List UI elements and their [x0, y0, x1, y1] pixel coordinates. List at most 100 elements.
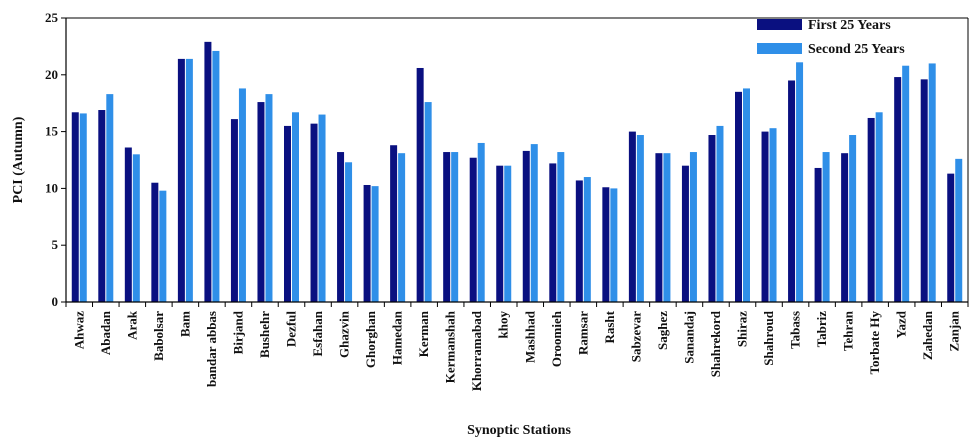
bar-first-torbate-hy	[868, 118, 875, 302]
bar-second-shiraz	[743, 88, 750, 302]
x-tick-label: Saghez	[655, 311, 670, 350]
bar-first-oroomieh	[549, 163, 556, 302]
x-tick-label: Zahedan	[920, 310, 935, 360]
x-tick-label: Torbate Hy	[867, 311, 882, 375]
bar-second-tabriz	[823, 152, 830, 302]
x-tick-label: bandar abbas	[204, 311, 219, 387]
x-tick-label: Ghazvin	[337, 310, 352, 358]
bar-first-sanandaj	[682, 166, 689, 302]
bar-second-ghazvin	[345, 162, 352, 302]
bar-second-arak	[133, 154, 140, 302]
x-tick-label: Rasht	[602, 310, 617, 343]
bar-second-tehran	[849, 135, 856, 302]
x-tick-label: Tabass	[788, 311, 803, 349]
x-tick-label: Hamedan	[390, 310, 405, 365]
bar-first-esfahan	[311, 124, 318, 302]
bar-first-bandar-abbas	[204, 42, 211, 302]
bar-first-babolsar	[151, 183, 158, 302]
bar-second-bushehr	[265, 94, 272, 302]
bar-first-tabass	[788, 80, 795, 302]
bar-second-ramsar	[584, 177, 591, 302]
bar-second-ahwaz	[80, 113, 87, 302]
legend-label-second: Second 25 Years	[808, 42, 905, 57]
bar-second-shahroud	[770, 128, 777, 302]
y-tick-label: 0	[52, 294, 59, 309]
bar-first-ghazvin	[337, 152, 344, 302]
x-tick-label: Babolsar	[151, 311, 166, 361]
bar-first-rasht	[602, 187, 609, 302]
bar-second-saghez	[663, 153, 670, 302]
y-tick-label: 5	[52, 237, 59, 252]
bar-first-khorramabad	[470, 158, 477, 302]
bar-first-tehran	[841, 153, 848, 302]
x-tick-label: Zanjan	[947, 310, 962, 351]
x-tick-label: Arak	[124, 310, 139, 340]
bar-first-tabriz	[815, 168, 822, 302]
x-tick-label: Bushehr	[257, 311, 272, 358]
bar-second-bam	[186, 59, 193, 302]
plot-area	[72, 42, 962, 302]
x-tick-label: khoy	[496, 311, 511, 339]
legend-swatch-first	[757, 19, 802, 30]
x-tick-label: Esfahan	[310, 310, 325, 356]
x-tick-label: Shahrekord	[708, 310, 723, 377]
bar-first-shahrekord	[708, 135, 715, 302]
bar-first-arak	[125, 148, 132, 302]
bar-second-khorramabad	[478, 143, 485, 302]
bar-first-ramsar	[576, 180, 583, 302]
bar-second-mashhad	[531, 144, 538, 302]
x-tick-label: Oroomieh	[549, 310, 564, 367]
bar-first-mashhad	[523, 151, 530, 302]
bar-first-bam	[178, 59, 185, 302]
bar-second-zahedan	[929, 63, 936, 302]
x-tick-label: Bam	[177, 311, 192, 337]
bar-first-zahedan	[921, 79, 928, 302]
bar-first-sabzevar	[629, 132, 636, 302]
bar-second-rasht	[610, 188, 617, 302]
x-tick-label: Dezful	[284, 311, 299, 347]
x-tick-label: Kerman	[416, 310, 431, 357]
x-tick-label: Ahwaz	[71, 311, 86, 350]
x-tick-label: Shahroud	[761, 310, 776, 365]
bar-second-birjand	[239, 88, 246, 302]
x-axis-title: Synoptic Stations	[467, 423, 571, 438]
x-tick-label: Abadan	[98, 310, 113, 355]
bar-second-kermanshah	[451, 152, 458, 302]
bar-second-esfahan	[319, 115, 326, 302]
bar-first-kermanshah	[443, 152, 450, 302]
bar-first-khoy	[496, 166, 503, 302]
bar-second-dezful	[292, 112, 299, 302]
bar-first-shahroud	[762, 132, 769, 302]
bar-first-saghez	[655, 153, 662, 302]
bar-second-zanjan	[955, 159, 962, 302]
y-tick-label: 10	[45, 180, 58, 195]
x-tick-label: Mashhad	[522, 310, 537, 363]
bar-second-tabass	[796, 62, 803, 302]
bar-first-zanjan	[947, 174, 954, 302]
bar-first-dezful	[284, 126, 291, 302]
x-axis: Ahwaz Abadan Arak Babolsar Bam bandar abbas Bi…	[66, 302, 968, 391]
bar-first-ahwaz	[72, 112, 79, 302]
x-tick-label: Ghorghan	[363, 310, 378, 368]
bar-first-shiraz	[735, 92, 742, 302]
legend: First 25 Years Second 25 Years	[757, 18, 905, 57]
bar-second-khoy	[504, 166, 511, 302]
x-tick-label: Sanandaj	[681, 311, 696, 364]
y-tick-label: 25	[45, 10, 59, 25]
bar-first-ghorghan	[364, 185, 371, 302]
x-tick-label: Tabriz	[814, 311, 829, 348]
bar-second-sanandaj	[690, 152, 697, 302]
x-tick-label: Kermanshah	[443, 310, 458, 383]
x-tick-label: Ramsar	[575, 311, 590, 355]
bar-second-abadan	[106, 94, 113, 302]
bar-second-bandar-abbas	[212, 51, 219, 302]
y-tick-label: 15	[45, 124, 59, 139]
bar-first-yazd	[894, 77, 901, 302]
legend-label-first: First 25 Years	[808, 18, 891, 33]
bar-second-kerman	[425, 102, 432, 302]
bar-first-hamedan	[390, 145, 397, 302]
bar-first-kerman	[417, 68, 424, 302]
bar-first-bushehr	[257, 102, 264, 302]
bar-second-sabzevar	[637, 135, 644, 302]
